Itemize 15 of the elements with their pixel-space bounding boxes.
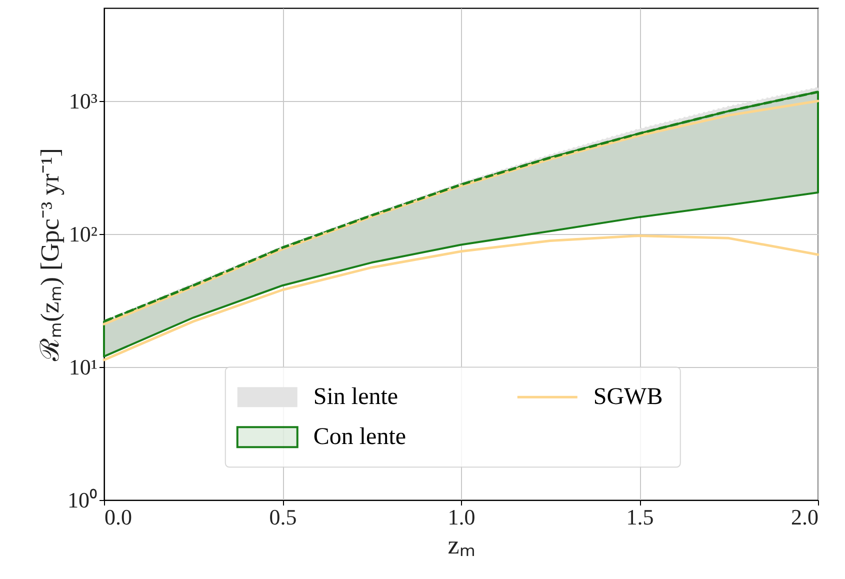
x-tick-label: 1.5 [626,504,654,530]
y-tick-label: 10⁰ [68,488,98,512]
legend-label: Sin lente [313,384,398,410]
y-tick-label: 10³ [68,88,98,114]
x-tick-label: 2.0 [791,504,818,530]
y-axis-title: ℛₘ(zₘ) [Gpc⁻³ yr⁻¹] [36,148,64,362]
x-tick-label: 0.0 [104,504,132,530]
y-tick-label: 10² [68,221,98,246]
x-tick-label: 0.5 [269,504,297,530]
x-tick-label: 1.0 [448,504,476,530]
x-axis-title: zₘ [448,530,476,560]
legend-label: Con lente [313,424,406,450]
y-tick-label: 10¹ [68,354,98,380]
legend-label: SGWB [593,384,663,410]
line-series [102,234,820,362]
